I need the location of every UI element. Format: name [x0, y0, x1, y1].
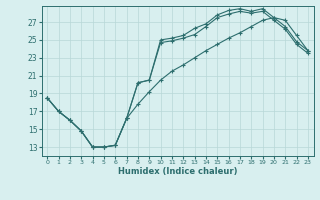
- X-axis label: Humidex (Indice chaleur): Humidex (Indice chaleur): [118, 167, 237, 176]
